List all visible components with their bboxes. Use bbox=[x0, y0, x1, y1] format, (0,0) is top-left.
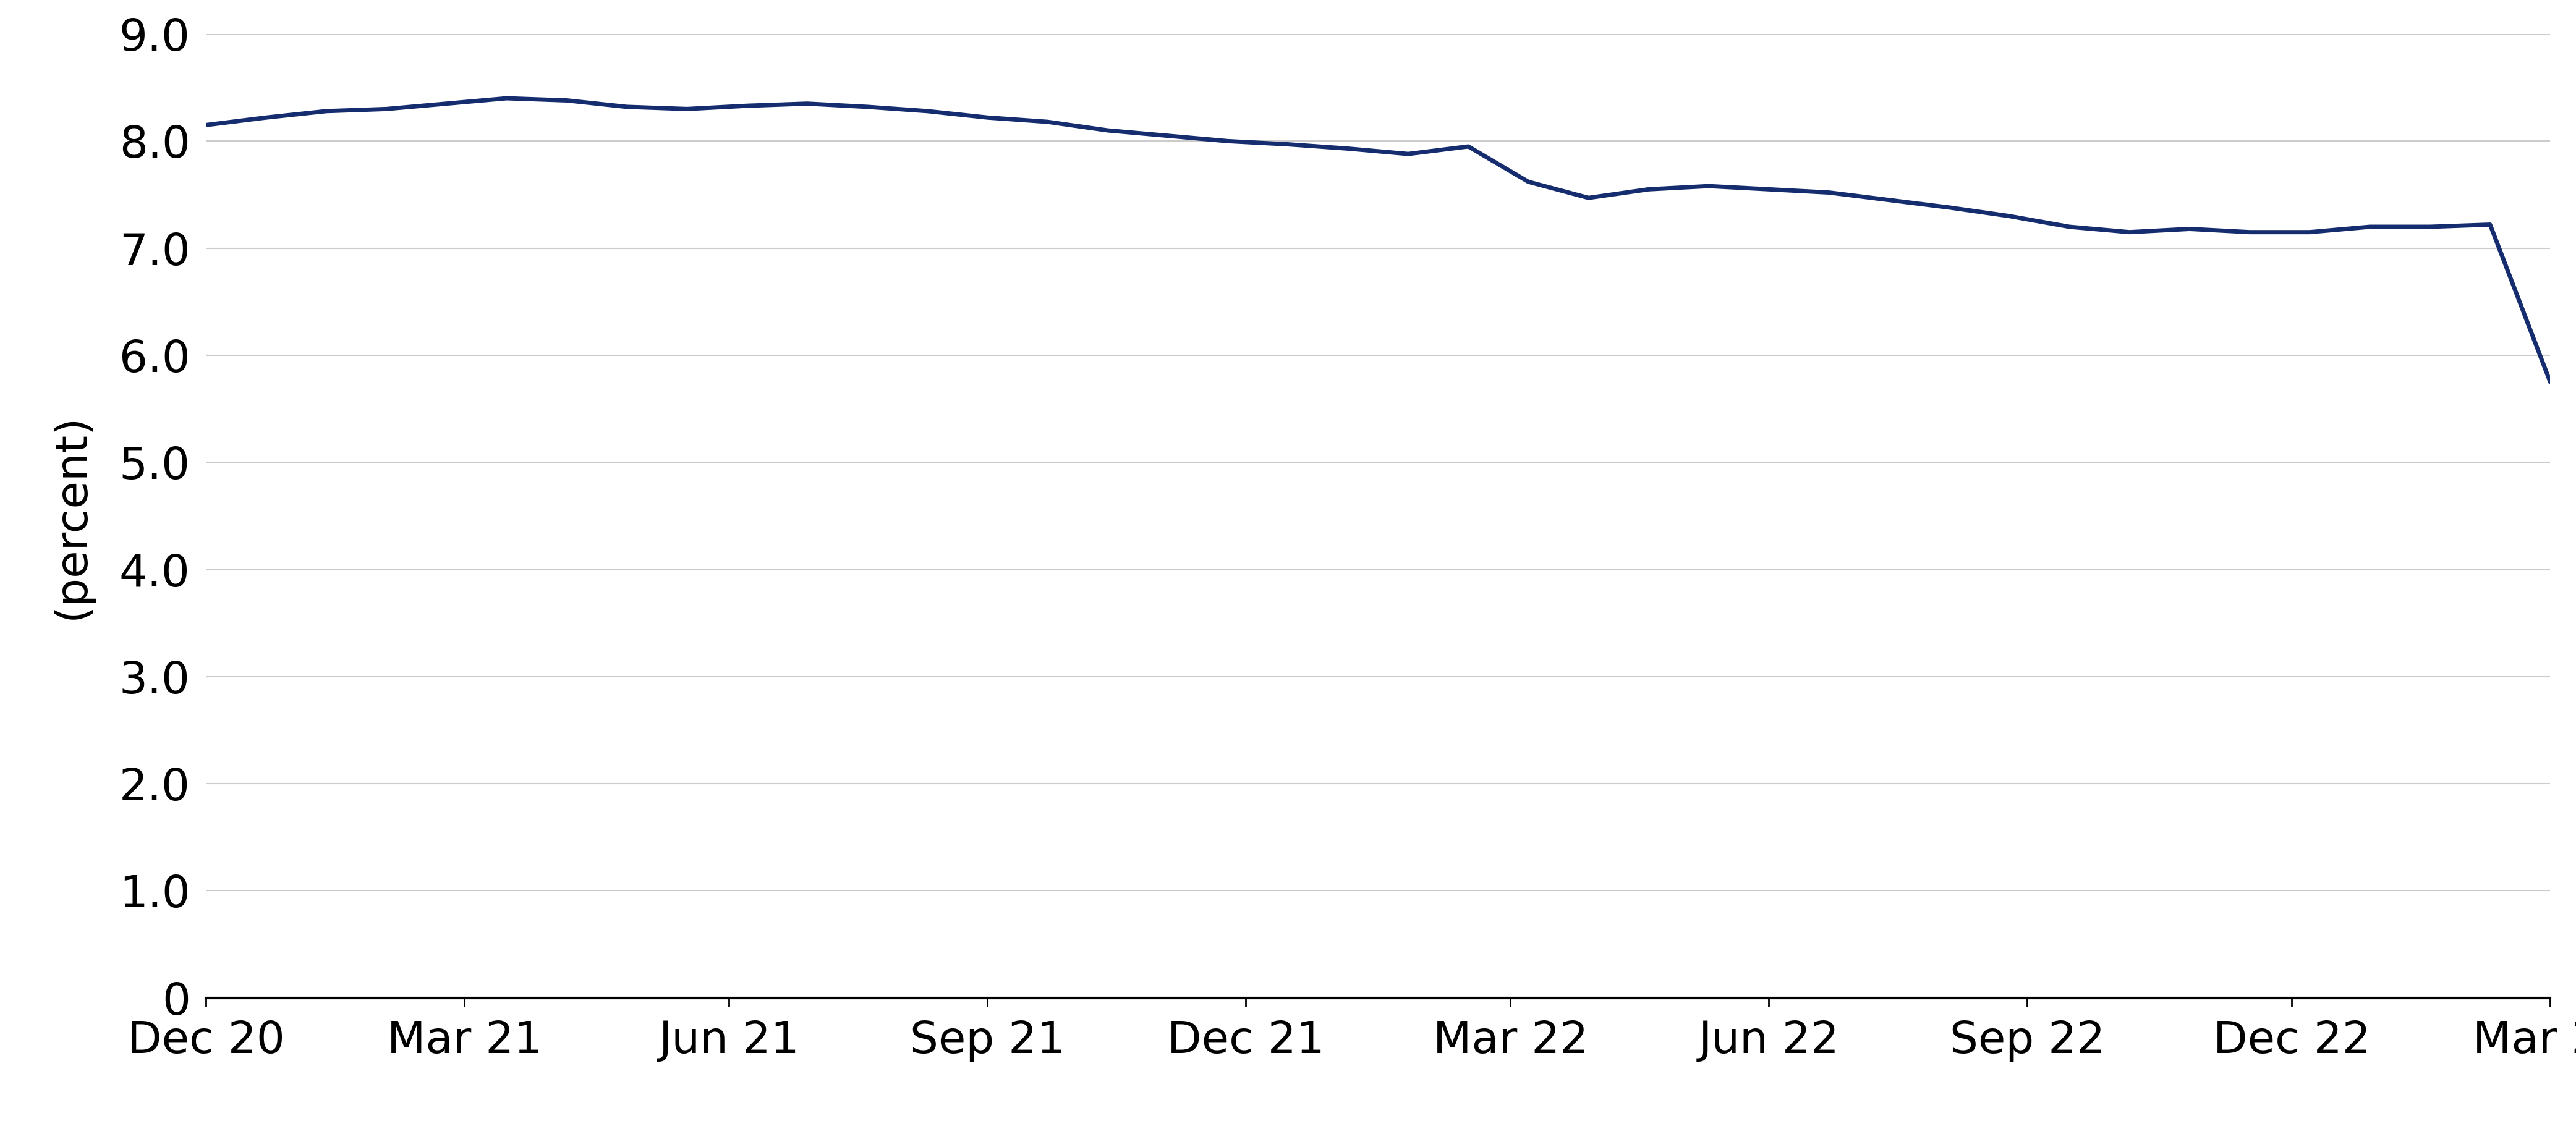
Y-axis label: (percent): (percent) bbox=[52, 413, 93, 619]
